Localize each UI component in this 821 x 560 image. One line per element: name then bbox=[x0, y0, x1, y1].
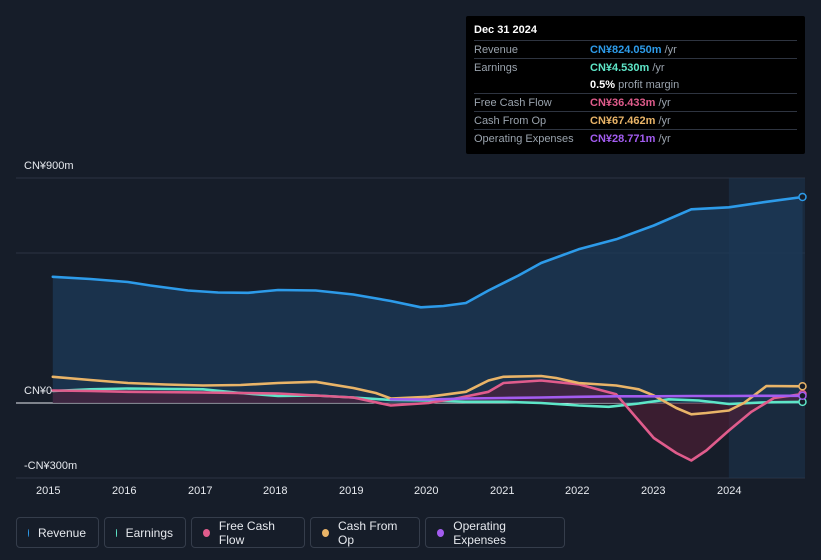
x-tick-label: 2019 bbox=[339, 485, 364, 497]
x-tick-label: 2021 bbox=[490, 485, 515, 497]
series-line-earnings bbox=[51, 387, 804, 409]
x-tick-label: 2016 bbox=[112, 485, 137, 497]
tooltip-label: Free Cash Flow bbox=[474, 96, 552, 109]
tooltip-value: CN¥824.050m bbox=[590, 43, 662, 56]
legend-label: Earnings bbox=[125, 525, 173, 540]
tooltip-label: Cash From Op bbox=[474, 114, 547, 127]
series-line-operating-expenses bbox=[389, 394, 804, 401]
legend-item-earnings[interactable]: Earnings bbox=[104, 517, 186, 548]
tooltip-value: 0.5% bbox=[590, 78, 616, 91]
x-tick-label: 2017 bbox=[188, 485, 213, 497]
legend-item-revenue[interactable]: Revenue bbox=[16, 517, 99, 548]
tooltip-value: CN¥28.771m bbox=[590, 132, 656, 145]
legend-item-cash-from-op[interactable]: Cash From Op bbox=[310, 517, 420, 548]
series-end-point-operating-expenses bbox=[798, 391, 807, 401]
tooltip-date: Dec 31 2024 bbox=[474, 24, 537, 36]
series-line-revenue bbox=[51, 195, 804, 309]
tooltip-unit: /yr bbox=[658, 132, 671, 145]
legend-dot-icon bbox=[437, 528, 445, 537]
y-tick-label: -CN¥300m bbox=[24, 460, 78, 472]
tooltip-row-profit-margin: 0.5% profit margin bbox=[474, 76, 797, 93]
tooltip-label: Earnings bbox=[474, 61, 518, 74]
tooltip-row-operating-expenses: Operating Expenses CN¥28.771m /yr bbox=[474, 129, 797, 147]
legend-dot-icon bbox=[203, 528, 210, 537]
tooltip-label: Operating Expenses bbox=[474, 132, 574, 145]
legend-label: Cash From Op bbox=[338, 518, 398, 547]
legend-item-operating-expenses[interactable]: Operating Expenses bbox=[425, 517, 565, 548]
y-tick-label: CN¥900m bbox=[24, 160, 74, 172]
series-end-point-cash-from-op bbox=[798, 382, 807, 391]
x-tick-label: 2018 bbox=[263, 485, 288, 497]
tooltip-unit: /yr bbox=[658, 114, 671, 127]
tooltip-row-earnings: Earnings CN¥4.530m /yr bbox=[474, 58, 797, 76]
legend-label: Free Cash Flow bbox=[218, 518, 275, 547]
series-line-cash-from-op bbox=[51, 374, 804, 416]
series-line-free-cash-flow bbox=[51, 379, 804, 462]
tooltip-value: CN¥36.433m bbox=[590, 96, 656, 109]
tooltip-row-free-cash-flow: Free Cash Flow CN¥36.433m /yr bbox=[474, 93, 797, 111]
legend-dot-icon bbox=[322, 528, 330, 537]
tooltip-value: CN¥4.530m bbox=[590, 61, 650, 74]
x-tick-label: 2022 bbox=[565, 485, 590, 497]
x-tick-label: 2020 bbox=[414, 485, 439, 497]
tooltip: Dec 31 2024 Revenue CN¥824.050m /yr Earn… bbox=[466, 16, 805, 154]
tooltip-unit: /yr bbox=[658, 96, 671, 109]
tooltip-label: Revenue bbox=[474, 43, 519, 56]
tooltip-row-cash-from-op: Cash From Op CN¥67.462m /yr bbox=[474, 111, 797, 129]
series-area-free-cash-flow bbox=[52, 380, 803, 461]
tooltip-row-revenue: Revenue CN¥824.050m /yr bbox=[474, 40, 797, 58]
tooltip-value: CN¥67.462m bbox=[590, 114, 656, 127]
series-area-revenue bbox=[52, 197, 803, 403]
tooltip-unit: /yr bbox=[664, 43, 677, 56]
legend-item-free-cash-flow[interactable]: Free Cash Flow bbox=[191, 517, 305, 548]
tooltip-unit: /yr bbox=[652, 61, 665, 74]
legend-dot-icon bbox=[28, 528, 29, 537]
legend-label: Revenue bbox=[37, 525, 86, 540]
series-end-point-revenue bbox=[798, 192, 807, 202]
legend-label: Operating Expenses bbox=[453, 518, 506, 547]
x-tick-label: 2023 bbox=[641, 485, 666, 497]
x-tick-label: 2024 bbox=[717, 485, 742, 497]
x-tick-label: 2015 bbox=[36, 485, 61, 497]
y-tick-label: CN¥0 bbox=[24, 385, 53, 397]
tooltip-unit: profit margin bbox=[618, 78, 680, 91]
legend-dot-icon bbox=[116, 528, 117, 537]
